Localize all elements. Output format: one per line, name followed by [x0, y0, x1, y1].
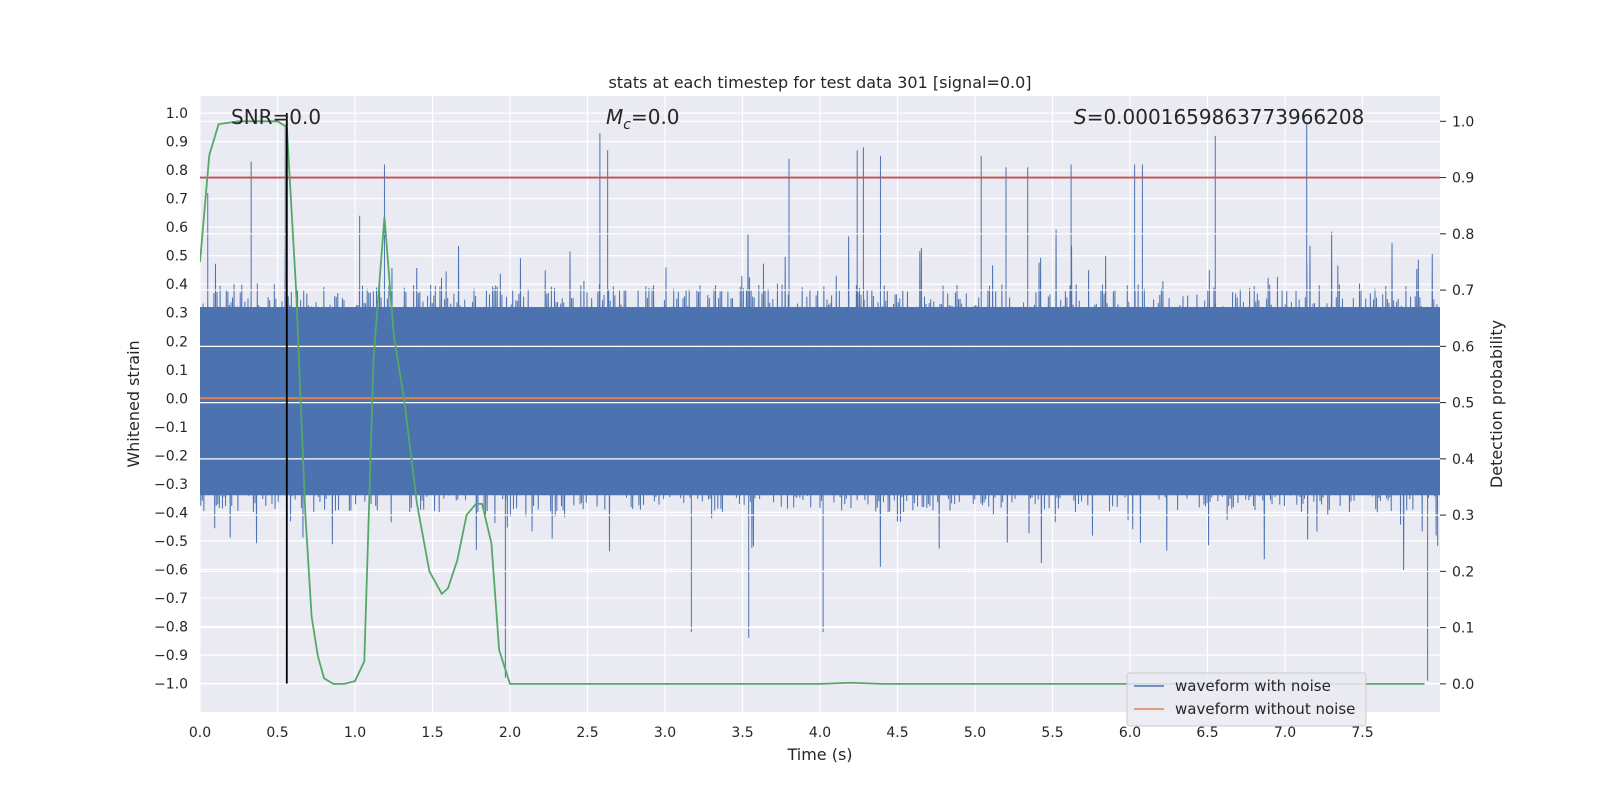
x-tick-label: 5.0: [964, 725, 986, 741]
y-left-tick-label: 1.0: [166, 106, 188, 122]
y-left-tick-label: −0.4: [154, 505, 188, 521]
y-left-tick-label: 0.5: [166, 249, 188, 265]
s-symbol: S: [1074, 105, 1087, 129]
y-right-axis-ticks: 1.0 0.9 0.8 0.7 0.6 0.5 0.4 0.3 0.2 0.1 0.0: [1440, 114, 1474, 693]
y-left-tick-label: −0.9: [154, 648, 188, 664]
x-tick-label: 7.5: [1351, 725, 1373, 741]
x-tick-label: 0.5: [266, 725, 288, 741]
y-left-tick-label: −0.5: [154, 534, 188, 550]
y-left-axis-ticks: 1.0 0.9 0.8 0.7 0.6 0.5 0.4 0.3 0.2 0.1 0.0 −0.1 −0.…: [154, 106, 188, 692]
x-tick-label: 0.0: [189, 725, 211, 741]
x-tick-label: 1.5: [421, 725, 443, 741]
y-left-tick-label: −0.3: [154, 477, 188, 493]
y-left-tick-label: 0.7: [166, 192, 188, 208]
x-axis-ticks: 0.0 0.5 1.0 1.5 2.0 2.5 3.0 3.5 4.0 4.5 5.0 5.5 6.0 6…: [189, 725, 1374, 741]
x-tick-label: 3.0: [654, 725, 676, 741]
y-right-tick-label: 0.7: [1452, 283, 1474, 299]
y-left-tick-label: 0.8: [166, 163, 188, 179]
y-left-tick-label: 0.0: [166, 391, 188, 407]
y-left-tick-label: 0.3: [166, 306, 188, 322]
x-tick-label: 6.5: [1196, 725, 1218, 741]
x-axis-label: Time (s): [786, 745, 852, 764]
y-left-tick-label: 0.9: [166, 135, 188, 151]
y-left-tick-label: 0.1: [166, 363, 188, 379]
x-tick-label: 7.0: [1274, 725, 1296, 741]
y-left-tick-label: −0.8: [154, 619, 188, 635]
y-left-tick-label: 0.6: [166, 220, 188, 236]
legend-label-noise: waveform with noise: [1175, 677, 1331, 695]
y-right-tick-label: 0.5: [1452, 396, 1474, 412]
y-left-tick-label: −0.2: [154, 448, 188, 464]
x-tick-label: 2.0: [499, 725, 521, 741]
series-waveform-with-noise: [200, 121, 1440, 681]
overlay-lines: [200, 113, 1440, 685]
y-left-tick-label: −0.1: [154, 420, 188, 436]
y-right-tick-label: 0.0: [1452, 677, 1474, 693]
legend: waveform with noise waveform without noi…: [1126, 672, 1367, 727]
x-tick-label: 1.0: [344, 725, 366, 741]
y-right-axis-label: Detection probability: [1487, 320, 1506, 488]
y-right-tick-label: 0.1: [1452, 621, 1474, 637]
y-right-tick-label: 0.9: [1452, 171, 1474, 187]
y-right-tick-label: 0.3: [1452, 508, 1474, 524]
x-tick-label: 3.5: [731, 725, 753, 741]
series-detection-probability: [200, 120, 1425, 685]
snr-annotation: SNR=0.0: [231, 105, 321, 129]
y-right-tick-label: 0.4: [1452, 452, 1474, 468]
x-tick-label: 5.5: [1041, 725, 1063, 741]
x-tick-label: 4.5: [886, 725, 908, 741]
y-left-tick-label: 0.2: [166, 334, 188, 350]
x-tick-label: 6.0: [1119, 725, 1141, 741]
y-left-tick-label: −1.0: [154, 676, 188, 692]
legend-box: [1126, 672, 1367, 727]
mc-symbol: M: [606, 105, 623, 129]
y-right-tick-label: 1.0: [1452, 114, 1474, 130]
s-value: =0.0001659863773966208: [1087, 105, 1365, 129]
y-right-tick-label: 0.6: [1452, 339, 1474, 355]
y-left-axis-label: Whitened strain: [124, 340, 143, 467]
y-right-tick-label: 0.2: [1452, 564, 1474, 580]
y-right-tick-label: 0.8: [1452, 227, 1474, 243]
mc-annotation: Mc=0.0: [606, 105, 680, 133]
y-left-tick-label: −0.7: [154, 591, 188, 607]
chart-title: stats at each timestep for test data 301…: [608, 73, 1031, 92]
x-tick-label: 4.0: [809, 725, 831, 741]
x-tick-label: 2.5: [576, 725, 598, 741]
mc-subscript: c: [623, 117, 631, 133]
legend-label-clean: waveform without noise: [1175, 700, 1355, 718]
y-left-tick-label: −0.6: [154, 562, 188, 578]
mc-value: =0.0: [631, 105, 680, 129]
s-annotation: S=0.0001659863773966208: [1074, 105, 1364, 129]
y-left-tick-label: 0.4: [166, 277, 188, 293]
